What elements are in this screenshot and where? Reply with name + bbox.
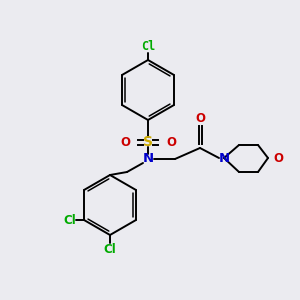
Text: Cl: Cl [141,40,155,53]
Text: O: O [166,136,176,148]
Text: Cl: Cl [103,243,116,256]
Text: N: N [142,152,154,166]
Text: O: O [195,112,205,125]
Text: O: O [120,136,130,148]
Text: N: N [218,152,230,164]
Text: S: S [143,135,153,149]
Text: Cl: Cl [63,214,76,226]
Text: O: O [273,152,283,164]
